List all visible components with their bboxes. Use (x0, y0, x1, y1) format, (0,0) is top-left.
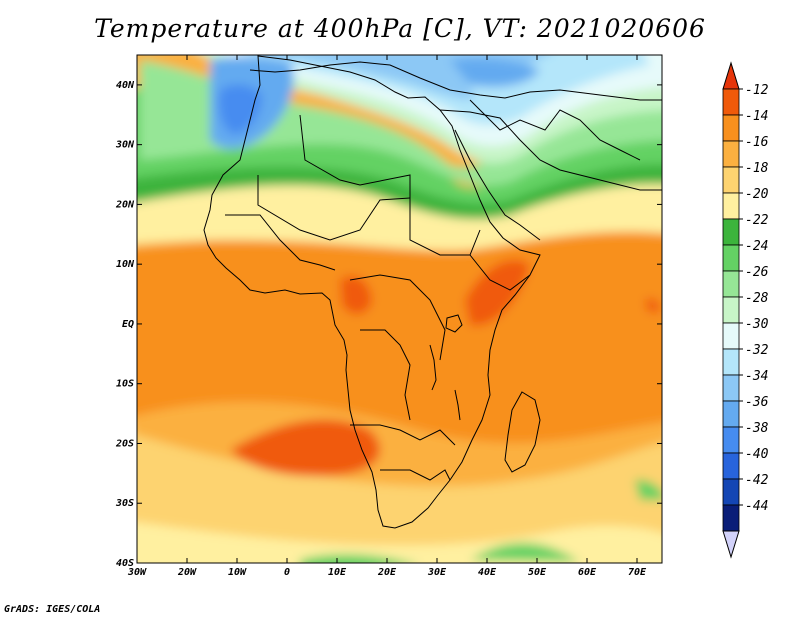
colorbar-label: -44 (745, 499, 768, 514)
colorbar-label: -38 (745, 421, 769, 436)
latitude-axis: 40N 30N 20N 10N EQ 10S 20S 30S 40S (115, 80, 662, 569)
lon-tick-label: 50E (528, 567, 547, 578)
colorbar-box-3 (722, 166, 740, 194)
longitude-axis: 30W 20W 10W 0 10E 20E 30E 40E 50E 60E 70E (127, 55, 647, 578)
colorbar-box-12 (722, 400, 740, 428)
lat-tick-label: EQ (122, 319, 134, 330)
colorbar-box-9 (722, 322, 740, 350)
lat-tick-label: 40S (116, 558, 134, 569)
colorbar-label: -26 (745, 265, 769, 280)
colorbar-box-5 (722, 218, 740, 246)
coastlines (203, 55, 662, 529)
colorbar-label: -28 (745, 291, 769, 306)
colorbar-box-10 (722, 348, 740, 376)
colorbar-top-arrow (722, 61, 740, 90)
africa-coastline (203, 55, 541, 529)
colorbar-label: -34 (745, 369, 768, 384)
lake-tanganyika (429, 344, 437, 391)
lake-malawi (454, 389, 461, 421)
colorbar: -12 -14 -16 -18 -20 -22 -24 -26 -28 -30 -32 -34 -36 -… (722, 61, 769, 559)
colorbar-label: -18 (745, 161, 769, 176)
colorbar-label: -40 (745, 447, 769, 462)
border-sudan (409, 200, 481, 256)
colorbar-box-0 (722, 88, 740, 116)
lat-tick-label: 10S (116, 379, 134, 390)
map-title: Temperature at 400hPa [C], VT: 202102060… (94, 14, 706, 43)
lon-tick-label: 10W (228, 567, 247, 578)
red-sea-coast (454, 129, 541, 241)
colorbar-label: -30 (745, 317, 769, 332)
lon-tick-label: 20E (377, 567, 397, 578)
colorbar-bottom-arrow (722, 530, 740, 559)
arabia-coastline (439, 109, 662, 191)
lon-tick-label: 30W (127, 567, 147, 578)
colorbar-box-4 (722, 192, 740, 220)
lat-tick-label: 40N (116, 80, 135, 91)
lat-tick-label: 10N (116, 259, 135, 270)
colorbar-box-13 (722, 426, 740, 454)
colorbar-box-14 (722, 452, 740, 480)
colorbar-label: -36 (745, 395, 769, 410)
border-south-africa (380, 469, 451, 481)
lon-tick-label: 30E (427, 567, 447, 578)
colorbar-label: -24 (745, 239, 768, 254)
colorbar-label: -20 (745, 187, 769, 202)
colorbar-box-7 (722, 270, 740, 298)
colorbar-label: -32 (745, 343, 769, 358)
lon-tick-label: 70E (628, 567, 647, 578)
border-horn (469, 254, 531, 291)
border-central (349, 274, 446, 361)
lat-tick-label: 20N (115, 199, 135, 210)
grads-credit: GrADS: IGES/COLA (4, 604, 101, 615)
colorbar-label: -14 (745, 109, 768, 124)
border-congo (360, 329, 411, 421)
colorbar-label: -16 (745, 135, 769, 150)
border-sahara-2 (299, 114, 411, 200)
colorbar-box-8 (722, 296, 740, 324)
europe-coastline (249, 61, 662, 101)
colorbar-box-2 (722, 140, 740, 168)
lon-tick-label: 40E (478, 567, 497, 578)
lon-tick-label: 0 (284, 567, 290, 578)
colorbar-label: -12 (745, 83, 769, 98)
lon-tick-label: 10E (328, 567, 347, 578)
colorbar-label: -22 (745, 213, 769, 228)
lon-tick-label: 60E (578, 567, 597, 578)
lat-tick-label: 30N (115, 140, 135, 151)
plot-frame (136, 54, 663, 564)
colorbar-box-1 (722, 114, 740, 142)
border-mideast (469, 99, 641, 161)
colorbar-box-6 (722, 244, 740, 272)
colorbar-box-16 (722, 504, 740, 532)
madagascar-outline (504, 391, 541, 473)
border-sahara-1 (257, 175, 411, 241)
lake-victoria (445, 314, 463, 333)
temperature-field (137, 55, 662, 563)
colorbar-box-15 (722, 478, 740, 506)
lon-tick-label: 20W (177, 567, 197, 578)
lat-tick-label: 20S (115, 438, 134, 449)
colorbar-label: -42 (745, 473, 769, 488)
border-southern (350, 424, 456, 446)
colorbar-box-11 (722, 374, 740, 402)
lat-tick-label: 30S (115, 498, 134, 509)
border-west (225, 214, 336, 271)
